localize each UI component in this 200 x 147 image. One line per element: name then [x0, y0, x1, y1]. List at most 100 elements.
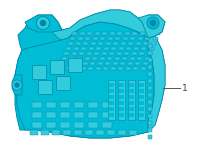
- Bar: [66, 67, 70, 70]
- Bar: [87, 32, 92, 35]
- Bar: [126, 47, 131, 50]
- Bar: [116, 52, 122, 55]
- Bar: [32, 65, 46, 79]
- Bar: [129, 95, 134, 99]
- Bar: [128, 62, 132, 65]
- Bar: [76, 42, 80, 45]
- Bar: [128, 42, 133, 45]
- Bar: [119, 95, 124, 99]
- Bar: [130, 57, 134, 60]
- Bar: [60, 112, 70, 118]
- Bar: [58, 67, 63, 70]
- Bar: [63, 130, 71, 135]
- Bar: [148, 44, 152, 48]
- Bar: [100, 37, 105, 40]
- Bar: [83, 42, 88, 45]
- Bar: [109, 113, 114, 117]
- Bar: [56, 76, 70, 90]
- Bar: [141, 47, 146, 50]
- Bar: [148, 65, 152, 69]
- Bar: [60, 102, 70, 108]
- Polygon shape: [138, 15, 165, 38]
- Bar: [124, 52, 129, 55]
- Bar: [109, 107, 114, 111]
- Bar: [66, 47, 71, 50]
- Bar: [46, 102, 56, 108]
- Bar: [98, 62, 102, 65]
- Bar: [41, 130, 49, 135]
- Bar: [74, 102, 84, 108]
- Bar: [109, 52, 114, 55]
- Bar: [117, 32, 122, 35]
- Bar: [118, 67, 123, 70]
- Bar: [90, 42, 96, 45]
- Bar: [77, 57, 82, 60]
- Bar: [102, 122, 112, 128]
- Bar: [119, 83, 124, 87]
- Bar: [102, 32, 107, 35]
- Bar: [120, 62, 125, 65]
- Bar: [60, 62, 65, 65]
- Bar: [60, 122, 70, 128]
- Bar: [148, 51, 152, 55]
- Bar: [118, 47, 124, 50]
- Polygon shape: [25, 15, 62, 32]
- Bar: [68, 58, 82, 72]
- Bar: [86, 52, 92, 55]
- Bar: [109, 101, 114, 105]
- Bar: [88, 112, 98, 118]
- Bar: [136, 42, 140, 45]
- Bar: [94, 52, 99, 55]
- Polygon shape: [15, 10, 165, 138]
- Bar: [139, 101, 144, 105]
- Bar: [83, 62, 88, 65]
- Bar: [110, 32, 114, 35]
- Bar: [122, 57, 127, 60]
- Bar: [112, 62, 118, 65]
- Bar: [79, 52, 84, 55]
- Bar: [148, 79, 152, 83]
- Bar: [95, 32, 100, 35]
- Bar: [129, 130, 137, 135]
- Bar: [32, 102, 42, 108]
- Polygon shape: [15, 22, 154, 138]
- Bar: [151, 42, 156, 45]
- Bar: [73, 67, 78, 70]
- Bar: [135, 62, 140, 65]
- Bar: [142, 62, 148, 65]
- Bar: [129, 101, 134, 105]
- Bar: [114, 57, 120, 60]
- Bar: [104, 47, 108, 50]
- Circle shape: [150, 20, 156, 26]
- Bar: [148, 47, 154, 50]
- Bar: [74, 112, 84, 118]
- Bar: [139, 107, 144, 111]
- Bar: [74, 130, 82, 135]
- Bar: [148, 135, 152, 139]
- Bar: [129, 107, 134, 111]
- Bar: [102, 102, 112, 108]
- Bar: [50, 60, 64, 74]
- Bar: [107, 130, 115, 135]
- Bar: [110, 67, 116, 70]
- Bar: [133, 67, 138, 70]
- Bar: [32, 122, 42, 128]
- Bar: [153, 37, 158, 40]
- Text: 1: 1: [182, 83, 188, 92]
- Bar: [74, 122, 84, 128]
- Bar: [148, 58, 152, 62]
- Polygon shape: [52, 10, 158, 42]
- Bar: [108, 80, 115, 120]
- Bar: [80, 32, 84, 35]
- Bar: [72, 52, 76, 55]
- Bar: [109, 89, 114, 93]
- Bar: [132, 32, 137, 35]
- Bar: [98, 42, 103, 45]
- Polygon shape: [148, 36, 165, 132]
- Bar: [148, 86, 152, 90]
- Bar: [80, 67, 86, 70]
- Bar: [126, 67, 130, 70]
- Bar: [139, 95, 144, 99]
- Bar: [146, 52, 152, 55]
- Bar: [119, 107, 124, 111]
